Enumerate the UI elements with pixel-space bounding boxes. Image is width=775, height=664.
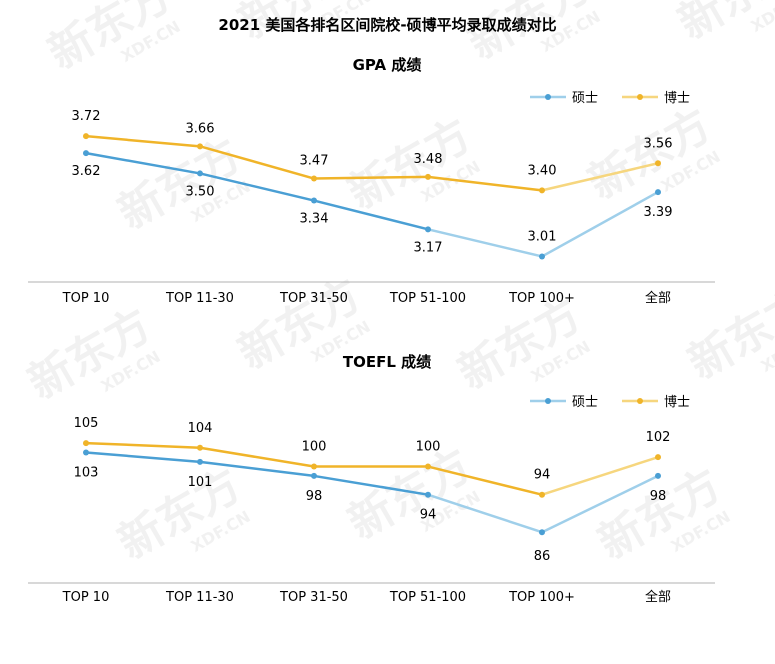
legend-item: 硕士 <box>530 395 598 410</box>
data-point <box>539 187 545 194</box>
x-tick-label: TOP 100+ <box>508 590 575 605</box>
data-label: 100 <box>416 440 441 455</box>
data-point <box>197 170 203 177</box>
data-point <box>425 173 431 180</box>
data-point <box>197 458 203 465</box>
series-line-segment <box>84 441 202 450</box>
x-tick-label: 全部 <box>645 589 671 605</box>
data-label: 98 <box>306 489 323 504</box>
data-label: 105 <box>74 416 99 431</box>
series-line-segment <box>198 446 316 468</box>
data-point <box>83 133 89 140</box>
x-tick-label: TOP 10 <box>62 590 110 605</box>
series-line-segment <box>426 493 544 534</box>
data-label: 3.39 <box>644 205 673 220</box>
data-point <box>425 463 431 470</box>
data-point <box>83 150 89 157</box>
legend-label: 博士 <box>664 395 690 410</box>
data-point <box>655 454 661 461</box>
data-label: 100 <box>302 440 327 455</box>
legend-label: 博士 <box>664 91 690 106</box>
series-line-segment <box>540 474 660 534</box>
data-label: 101 <box>188 475 213 490</box>
data-label: 3.47 <box>300 154 329 169</box>
data-point <box>311 197 317 204</box>
legend-item: 硕士 <box>530 91 598 106</box>
x-tick-label: TOP 10 <box>62 291 110 306</box>
x-tick-label: TOP 51-100 <box>389 291 466 306</box>
legend-item: 博士 <box>622 395 690 410</box>
data-label: 102 <box>646 430 671 445</box>
data-label: 3.48 <box>414 152 443 167</box>
data-label: 94 <box>420 508 437 523</box>
series-line-segment <box>540 190 660 258</box>
series-line-segment <box>426 465 544 496</box>
series-line-segment <box>84 451 202 464</box>
data-point <box>83 449 89 456</box>
data-label: 104 <box>188 421 213 436</box>
series-line-segment <box>198 145 316 180</box>
x-tick-label: 全部 <box>645 290 671 306</box>
series-line-segment <box>84 151 202 175</box>
x-tick-label: TOP 100+ <box>508 291 575 306</box>
legend-marker <box>545 94 551 100</box>
x-tick-label: TOP 31-50 <box>279 590 348 605</box>
data-label: 3.01 <box>528 229 557 244</box>
series-line-segment <box>198 172 316 202</box>
x-tick-label: TOP 11-30 <box>165 590 234 605</box>
legend-marker <box>637 94 643 100</box>
series-line-segment <box>540 455 660 496</box>
chart-title: TOEFL 成绩 <box>343 353 431 371</box>
data-point <box>539 253 545 260</box>
chart-title: GPA 成绩 <box>353 56 422 74</box>
series-line-segment <box>84 134 202 148</box>
data-label: 86 <box>534 549 551 564</box>
data-point <box>425 226 431 233</box>
data-point <box>539 491 545 498</box>
data-point <box>311 472 317 479</box>
data-label: 3.34 <box>300 212 329 227</box>
data-point <box>655 160 661 167</box>
data-point <box>311 463 317 470</box>
data-point <box>311 175 317 182</box>
data-label: 3.66 <box>186 121 215 136</box>
series-line-segment <box>312 175 430 180</box>
legend-marker <box>637 398 643 404</box>
legend-marker <box>545 398 551 404</box>
x-tick-label: TOP 11-30 <box>165 291 234 306</box>
series-line-segment <box>312 199 430 231</box>
series-line-segment <box>426 175 544 192</box>
legend-label: 硕士 <box>572 395 598 410</box>
data-label: 3.17 <box>414 240 443 255</box>
data-point <box>539 529 545 536</box>
series-line-segment <box>540 162 660 192</box>
legend-label: 硕士 <box>572 91 598 106</box>
legend-item: 博士 <box>622 91 690 106</box>
data-point <box>83 440 89 447</box>
data-point <box>655 189 661 196</box>
data-point <box>197 143 203 150</box>
series-line-segment <box>312 474 430 496</box>
data-label: 3.56 <box>644 136 673 151</box>
data-point <box>197 444 203 451</box>
x-tick-label: TOP 51-100 <box>389 590 466 605</box>
data-label: 3.72 <box>72 109 101 124</box>
data-label: 3.50 <box>186 184 215 199</box>
data-point <box>655 472 661 479</box>
page-title: 2021 美国各排名区间院校-硕博平均录取成绩对比 <box>218 16 557 34</box>
series-line-segment <box>198 460 316 478</box>
x-tick-label: TOP 31-50 <box>279 291 348 306</box>
data-label: 98 <box>650 489 667 504</box>
series-line-segment <box>426 228 544 258</box>
data-label: 94 <box>534 468 551 483</box>
data-label: 3.40 <box>528 163 557 178</box>
data-point <box>425 491 431 498</box>
data-label: 3.62 <box>72 164 101 179</box>
data-label: 103 <box>74 465 99 480</box>
